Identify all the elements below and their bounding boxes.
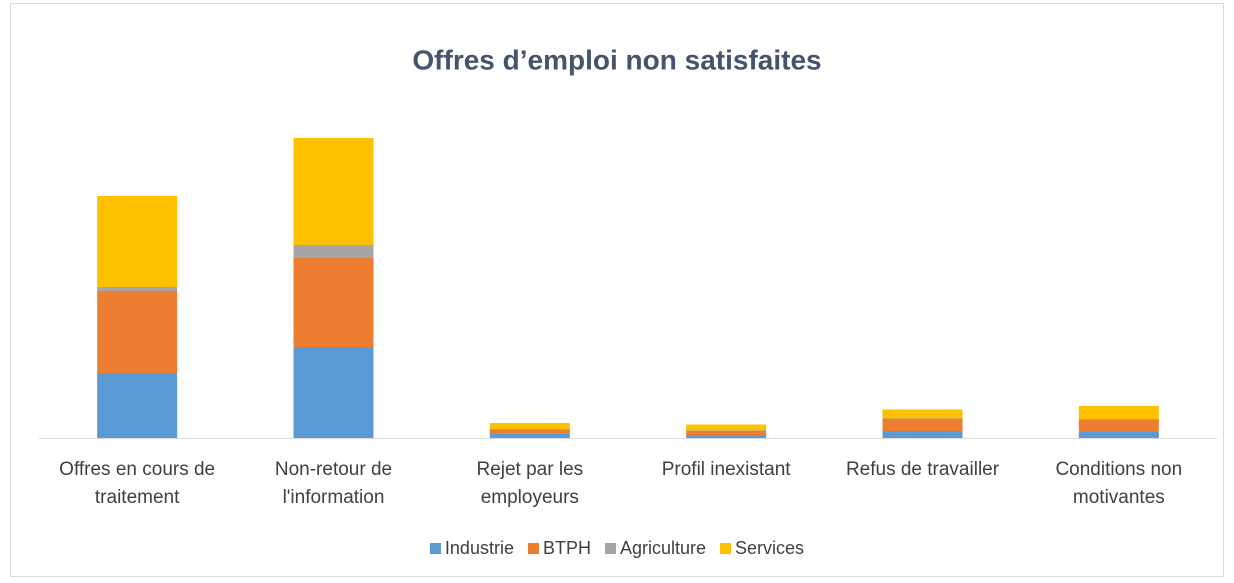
legend-label: Industrie	[444, 538, 514, 558]
chart-title: Offres d’emploi non satisfaites	[412, 44, 821, 75]
legend-swatch	[527, 543, 539, 554]
bar-segment	[686, 424, 767, 431]
legend-label: Services	[735, 538, 805, 558]
bar-segment	[1078, 432, 1159, 438]
bar-segment	[97, 287, 178, 291]
legend-swatch	[720, 543, 732, 554]
bar-segment	[293, 347, 374, 438]
legend-item: Industrie	[429, 538, 514, 559]
bar-segment	[489, 434, 570, 438]
legend-item: BTPH	[527, 538, 591, 559]
bar-segment	[293, 258, 374, 347]
x-tick-label: Offres en cours de traitement	[59, 459, 216, 508]
bar-segment	[882, 431, 963, 438]
bar-segment	[882, 419, 963, 431]
bar-segment	[1078, 406, 1159, 419]
bar-segment	[489, 423, 570, 429]
bar-segment	[1078, 420, 1159, 432]
x-tick-label: Conditions non motivantes	[1055, 459, 1183, 508]
legend-label: Agriculture	[619, 538, 707, 558]
x-tick-label: Refus de travailler	[845, 459, 1000, 480]
bar-segment	[489, 430, 570, 434]
legend-swatch	[429, 543, 441, 554]
legend-label: BTPH	[542, 538, 591, 558]
bar-segment	[1078, 419, 1159, 420]
legend-swatch	[604, 543, 616, 554]
bar-segment	[686, 431, 767, 435]
bar-segment	[293, 138, 374, 245]
bar-segment	[97, 196, 178, 287]
legend: Industrie BTPH Agriculture Services	[0, 538, 1234, 559]
bar-segment	[686, 430, 767, 431]
x-tick-label: Non-retour de l'information	[274, 459, 393, 508]
bar-segment	[882, 409, 963, 419]
bar-segment	[882, 418, 963, 419]
chart-border	[10, 3, 1224, 577]
x-tick-label: Rejet par les employeurs	[476, 459, 584, 508]
legend-item: Services	[720, 538, 804, 559]
bar-segment	[686, 435, 767, 438]
bar-segment	[97, 291, 178, 373]
x-tick-label: Profil inexistant	[661, 459, 791, 480]
bar-segment	[489, 429, 570, 430]
legend-item: Agriculture	[604, 538, 707, 559]
bar-segment	[97, 373, 178, 438]
bar-segment	[293, 245, 374, 258]
